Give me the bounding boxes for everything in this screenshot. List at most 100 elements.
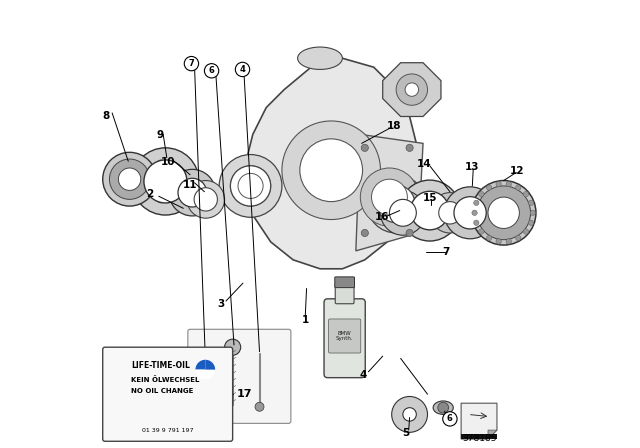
Circle shape	[488, 197, 520, 228]
Wedge shape	[205, 360, 215, 370]
Text: 4: 4	[360, 370, 367, 380]
Circle shape	[361, 144, 369, 151]
Circle shape	[118, 168, 141, 190]
Circle shape	[403, 408, 417, 421]
Ellipse shape	[298, 47, 342, 69]
Circle shape	[219, 155, 282, 217]
Text: 15: 15	[422, 193, 437, 203]
Circle shape	[389, 199, 417, 226]
Ellipse shape	[152, 160, 170, 202]
Circle shape	[410, 191, 449, 230]
Circle shape	[506, 181, 511, 187]
Circle shape	[529, 220, 534, 225]
Text: 13: 13	[465, 162, 479, 172]
Circle shape	[524, 191, 529, 197]
Circle shape	[454, 197, 486, 229]
Circle shape	[472, 210, 477, 215]
Polygon shape	[198, 382, 214, 407]
FancyBboxPatch shape	[324, 299, 365, 378]
Ellipse shape	[433, 401, 453, 414]
Circle shape	[406, 229, 413, 237]
Circle shape	[255, 402, 264, 411]
Circle shape	[516, 185, 521, 190]
Text: 9: 9	[156, 130, 163, 140]
Circle shape	[378, 186, 401, 208]
Text: 1: 1	[301, 315, 309, 325]
Circle shape	[496, 181, 501, 187]
Text: 18: 18	[387, 121, 401, 131]
Circle shape	[230, 166, 271, 206]
Text: 11: 11	[183, 180, 197, 190]
Text: 10: 10	[161, 157, 175, 167]
Circle shape	[506, 239, 511, 244]
Circle shape	[200, 389, 211, 400]
Text: 8: 8	[102, 111, 109, 121]
Circle shape	[371, 179, 408, 215]
Polygon shape	[383, 63, 441, 116]
Circle shape	[187, 181, 225, 218]
Polygon shape	[461, 403, 497, 439]
Circle shape	[300, 139, 363, 202]
Circle shape	[406, 144, 413, 151]
Circle shape	[169, 169, 216, 216]
Circle shape	[314, 152, 349, 188]
Text: 01 39 9 791 197: 01 39 9 791 197	[142, 427, 193, 433]
Polygon shape	[488, 430, 497, 439]
Text: LIFE-TIME-OIL: LIFE-TIME-OIL	[131, 361, 190, 370]
Circle shape	[496, 239, 501, 244]
FancyBboxPatch shape	[188, 329, 291, 423]
Circle shape	[360, 168, 419, 226]
Text: 16: 16	[374, 212, 389, 222]
Circle shape	[516, 235, 521, 241]
Circle shape	[225, 339, 241, 355]
Circle shape	[230, 166, 271, 206]
Wedge shape	[195, 370, 205, 379]
Circle shape	[378, 185, 415, 223]
Text: 2: 2	[146, 189, 154, 198]
FancyBboxPatch shape	[328, 319, 361, 353]
Circle shape	[392, 396, 428, 432]
Polygon shape	[244, 58, 419, 269]
Circle shape	[194, 188, 218, 211]
Text: 7: 7	[189, 59, 195, 68]
Circle shape	[144, 160, 187, 203]
Text: 378185: 378185	[462, 434, 496, 443]
Wedge shape	[205, 370, 215, 379]
Circle shape	[477, 186, 531, 240]
Circle shape	[195, 360, 215, 379]
Circle shape	[486, 235, 492, 241]
Circle shape	[444, 187, 496, 239]
Circle shape	[472, 181, 536, 245]
Circle shape	[184, 56, 198, 71]
Circle shape	[361, 229, 369, 237]
Circle shape	[178, 178, 207, 207]
Circle shape	[405, 83, 419, 96]
Text: 17: 17	[237, 389, 253, 399]
Circle shape	[443, 412, 457, 426]
FancyBboxPatch shape	[335, 283, 354, 304]
Circle shape	[439, 202, 461, 224]
Circle shape	[132, 148, 199, 215]
Wedge shape	[195, 360, 205, 370]
Text: NO OIL CHANGE: NO OIL CHANGE	[131, 388, 193, 393]
Text: 6: 6	[447, 414, 453, 423]
Circle shape	[282, 121, 380, 220]
Circle shape	[474, 200, 479, 206]
FancyBboxPatch shape	[103, 347, 233, 441]
Circle shape	[438, 402, 449, 413]
Circle shape	[399, 180, 460, 241]
Circle shape	[396, 74, 428, 105]
Text: KEIN ÖLWECHSEL: KEIN ÖLWECHSEL	[131, 376, 199, 383]
FancyBboxPatch shape	[335, 277, 355, 288]
Circle shape	[529, 200, 534, 206]
Circle shape	[479, 229, 484, 234]
Text: 6: 6	[209, 66, 214, 75]
Text: 5: 5	[403, 428, 410, 438]
Circle shape	[238, 173, 263, 198]
Text: 12: 12	[510, 166, 524, 176]
Circle shape	[367, 175, 426, 233]
Text: BMW
Synth.: BMW Synth.	[336, 331, 353, 341]
Circle shape	[430, 193, 470, 233]
Bar	[461, 434, 497, 439]
Polygon shape	[356, 134, 423, 251]
